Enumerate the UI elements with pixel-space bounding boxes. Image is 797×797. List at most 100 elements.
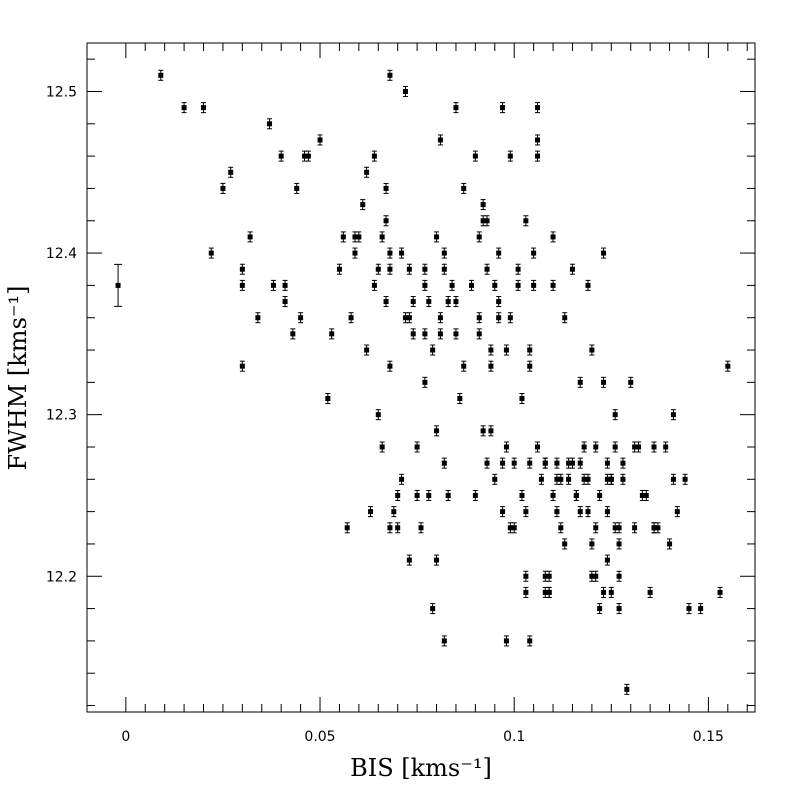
point-marker	[542, 460, 548, 466]
data-point	[371, 150, 377, 162]
data-point	[453, 296, 459, 308]
point-marker	[402, 88, 408, 94]
point-marker	[484, 266, 490, 272]
data-point	[290, 328, 296, 340]
point-marker	[612, 525, 618, 531]
point-marker	[577, 460, 583, 466]
data-point	[453, 328, 459, 340]
data-point	[395, 489, 401, 501]
point-marker	[589, 347, 595, 353]
point-marker	[589, 541, 595, 547]
data-point	[472, 150, 478, 162]
point-marker	[612, 412, 618, 418]
data-point	[523, 586, 529, 598]
point-marker	[635, 444, 641, 450]
data-point	[383, 296, 389, 308]
data-point	[682, 473, 688, 485]
data-point	[562, 538, 568, 550]
point-marker	[391, 509, 397, 515]
data-point	[550, 489, 556, 501]
data-point	[601, 586, 607, 598]
data-point	[317, 134, 323, 146]
point-marker	[430, 347, 436, 353]
point-marker	[356, 234, 362, 240]
data-point	[616, 538, 622, 550]
x-axis-tick-labels: 0 0.05 0.1 0.15	[121, 729, 724, 745]
data-point	[434, 425, 440, 437]
point-marker	[472, 153, 478, 159]
point-marker	[422, 379, 428, 385]
data-point	[612, 441, 618, 453]
data-point	[632, 522, 638, 534]
data-point	[573, 489, 579, 501]
data-point	[717, 586, 723, 598]
data-point	[364, 166, 370, 178]
data-point	[430, 603, 436, 615]
point-marker	[488, 428, 494, 434]
data-point	[597, 489, 603, 501]
point-marker	[267, 121, 273, 127]
point-marker	[535, 444, 541, 450]
point-marker	[507, 153, 513, 159]
data-point	[550, 231, 556, 243]
point-marker	[519, 396, 525, 402]
data-point	[608, 586, 614, 598]
data-point	[500, 457, 506, 469]
data-point	[593, 441, 599, 453]
data-point	[558, 522, 564, 534]
data-point	[593, 522, 599, 534]
data-point	[585, 473, 591, 485]
point-marker	[158, 72, 164, 78]
point-marker	[546, 573, 552, 579]
point-marker	[441, 266, 447, 272]
data-point	[434, 231, 440, 243]
data-point	[430, 344, 436, 356]
point-marker	[414, 444, 420, 450]
point-marker	[368, 509, 374, 515]
data-point	[550, 279, 556, 291]
data-point	[441, 457, 447, 469]
point-marker	[550, 234, 556, 240]
point-marker	[639, 492, 645, 498]
point-marker	[562, 541, 568, 547]
point-marker	[500, 509, 506, 515]
point-marker	[352, 234, 358, 240]
point-marker	[651, 444, 657, 450]
point-marker	[387, 363, 393, 369]
data-point	[476, 312, 482, 324]
point-marker	[496, 250, 502, 256]
y-axis-label: FWHM [kms⁻¹]	[4, 285, 32, 470]
point-marker	[616, 541, 622, 547]
data-point	[554, 457, 560, 469]
point-marker	[616, 573, 622, 579]
point-marker	[387, 266, 393, 272]
data-point	[585, 506, 591, 518]
point-marker	[480, 202, 486, 208]
data-point	[379, 441, 385, 453]
data-point	[445, 296, 451, 308]
data-point	[422, 279, 428, 291]
point-marker	[515, 282, 521, 288]
data-point	[375, 263, 381, 275]
point-marker	[228, 169, 234, 175]
point-marker	[208, 250, 214, 256]
x-tick-label: 0	[121, 729, 130, 745]
data-point	[437, 312, 443, 324]
point-marker	[538, 476, 544, 482]
point-marker	[426, 299, 432, 305]
data-point	[340, 231, 346, 243]
data-point	[698, 603, 704, 615]
point-marker	[317, 137, 323, 143]
data-point	[453, 102, 459, 114]
data-point	[562, 312, 568, 324]
data-point	[558, 473, 564, 485]
data-point	[566, 473, 572, 485]
data-point	[387, 522, 393, 534]
data-point	[577, 506, 583, 518]
data-point	[519, 489, 525, 501]
y-tick-label: 12.5	[46, 84, 77, 100]
data-point	[492, 279, 498, 291]
point-marker	[434, 428, 440, 434]
point-marker	[402, 315, 408, 321]
